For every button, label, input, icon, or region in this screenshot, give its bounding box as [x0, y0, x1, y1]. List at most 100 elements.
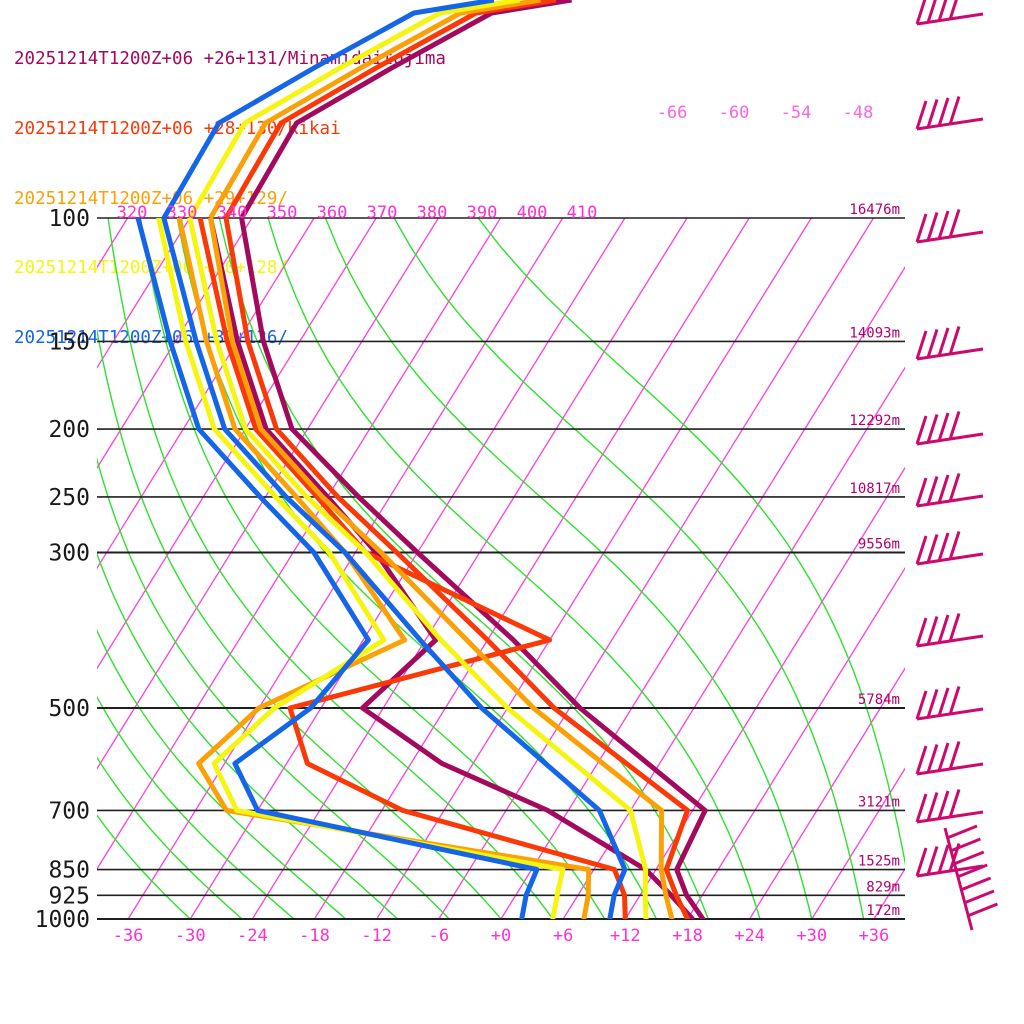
- isotherm-lines: [0, 218, 1024, 919]
- wind-barb: [915, 0, 984, 26]
- temperature-label: +36: [859, 926, 890, 946]
- pressure-label: 700: [48, 798, 90, 824]
- temperature-label: -12: [361, 926, 392, 946]
- wind-barb: [915, 686, 984, 721]
- pressure-label: 1000: [35, 907, 90, 933]
- theta-label: 360: [317, 203, 348, 223]
- upper-isotherm-labels: -66 -60 -54 -48: [657, 103, 874, 123]
- temperature-label: -30: [175, 926, 206, 946]
- altitude-label: 1525m: [858, 854, 900, 870]
- altitude-label: 9556m: [858, 536, 900, 552]
- upper-profile-extension: [161, 0, 573, 220]
- series-1-temperature: [223, 218, 690, 919]
- isotherm: [189, 218, 626, 919]
- theta-labels: 320 330 340 350 360 370 380 390 400 410: [117, 203, 598, 223]
- theta-label: 350: [267, 203, 298, 223]
- isotherm: [97, 218, 502, 871]
- altitude-labels: 16476m 14093m 12292m 10817m 9556m 5784m 3121m 1…: [849, 202, 900, 919]
- wind-barb: [915, 843, 984, 878]
- upper-ext-0: [239, 0, 573, 220]
- wind-barb: [915, 789, 984, 824]
- upper-isotherm-label: -54: [781, 103, 812, 123]
- series-2-temperature: [208, 218, 675, 919]
- series-0-dewpoint: [208, 218, 696, 919]
- isotherm: [686, 566, 905, 919]
- isotherm: [127, 218, 564, 919]
- series-0-temperature: [239, 218, 708, 919]
- isotherm: [562, 366, 905, 919]
- theta-label: 370: [367, 203, 398, 223]
- altitude-label: 5784m: [858, 692, 900, 708]
- pressure-label: 100: [48, 206, 90, 232]
- isotherm: [97, 218, 315, 570]
- sounding-curves: [135, 218, 708, 919]
- theta-label: 340: [217, 203, 248, 223]
- isotherm: [749, 667, 905, 919]
- theta-label: 400: [517, 203, 548, 223]
- moist-adiabat: [97, 756, 243, 919]
- isotherm: [500, 266, 905, 919]
- pressure-label: 850: [48, 858, 90, 884]
- wind-barb: [915, 613, 984, 648]
- isotherm: [0, 218, 3, 919]
- isotherm: [811, 767, 905, 919]
- isotherm: [376, 218, 812, 919]
- altitude-label: 829m: [866, 879, 900, 895]
- temperature-label: -18: [299, 926, 330, 946]
- wind-barb-surface-cluster: [943, 824, 998, 931]
- pressure-label: 300: [48, 540, 90, 566]
- moist-adiabat: [218, 218, 709, 919]
- theta-label: 320: [117, 203, 148, 223]
- series-4-dewpoint: [135, 218, 540, 919]
- upper-ext-2: [208, 0, 541, 220]
- upper-isotherm-label: -60: [719, 103, 750, 123]
- temperature-label: +0: [491, 926, 511, 946]
- series-3-temperature: [187, 218, 649, 919]
- temperature-label: +18: [672, 926, 703, 946]
- altitude-label: 16476m: [849, 202, 900, 218]
- wind-barb: [915, 741, 984, 776]
- wind-barb: [915, 411, 984, 446]
- wind-barb: [915, 326, 984, 361]
- isotherm: [998, 218, 1024, 919]
- theta-label: 410: [567, 203, 598, 223]
- isotherm: [97, 218, 191, 369]
- isotherm: [97, 218, 377, 670]
- upper-isotherm-label: -66: [657, 103, 688, 123]
- temperature-label: -36: [113, 926, 144, 946]
- isotherm: [438, 218, 875, 919]
- pressure-label: 150: [48, 329, 90, 355]
- temperature-label: +24: [734, 926, 765, 946]
- wind-barbs: [915, 0, 998, 931]
- altitude-label: 10817m: [849, 481, 900, 497]
- upper-ext-3: [187, 0, 521, 220]
- altitude-label: 172m: [866, 903, 900, 919]
- theta-label: 380: [417, 203, 448, 223]
- isotherm: [873, 867, 905, 919]
- wind-barb: [915, 473, 984, 508]
- upper-ext-4: [161, 0, 495, 220]
- upper-isotherm-label: -48: [843, 103, 874, 123]
- temperature-label: +12: [610, 926, 641, 946]
- temperature-label: -6: [429, 926, 449, 946]
- series-4-temperature: [161, 218, 628, 919]
- pressure-label: 250: [48, 485, 90, 511]
- wind-barb: [915, 209, 984, 244]
- legend: 20251214T1200Z+06 +26+131/Minamidaitojim…: [14, 2, 446, 396]
- isotherm: [97, 218, 253, 470]
- pressure-label: 925: [48, 883, 90, 909]
- altitude-label: 12292m: [849, 413, 900, 429]
- temperature-label: +6: [553, 926, 573, 946]
- temperature-labels: -36 -30 -24 -18 -12 -6 +0 +6 +12 +18 +24 +30 +36: [113, 926, 890, 946]
- pressure-label: 500: [48, 696, 90, 722]
- wind-barb: [915, 96, 984, 131]
- isotherm: [97, 218, 439, 770]
- wind-barb: [915, 531, 984, 566]
- temperature-label: +30: [796, 926, 827, 946]
- dry-adiabat: [1020, 218, 1024, 919]
- theta-label: 390: [467, 203, 498, 223]
- series-1-dewpoint: [197, 218, 628, 919]
